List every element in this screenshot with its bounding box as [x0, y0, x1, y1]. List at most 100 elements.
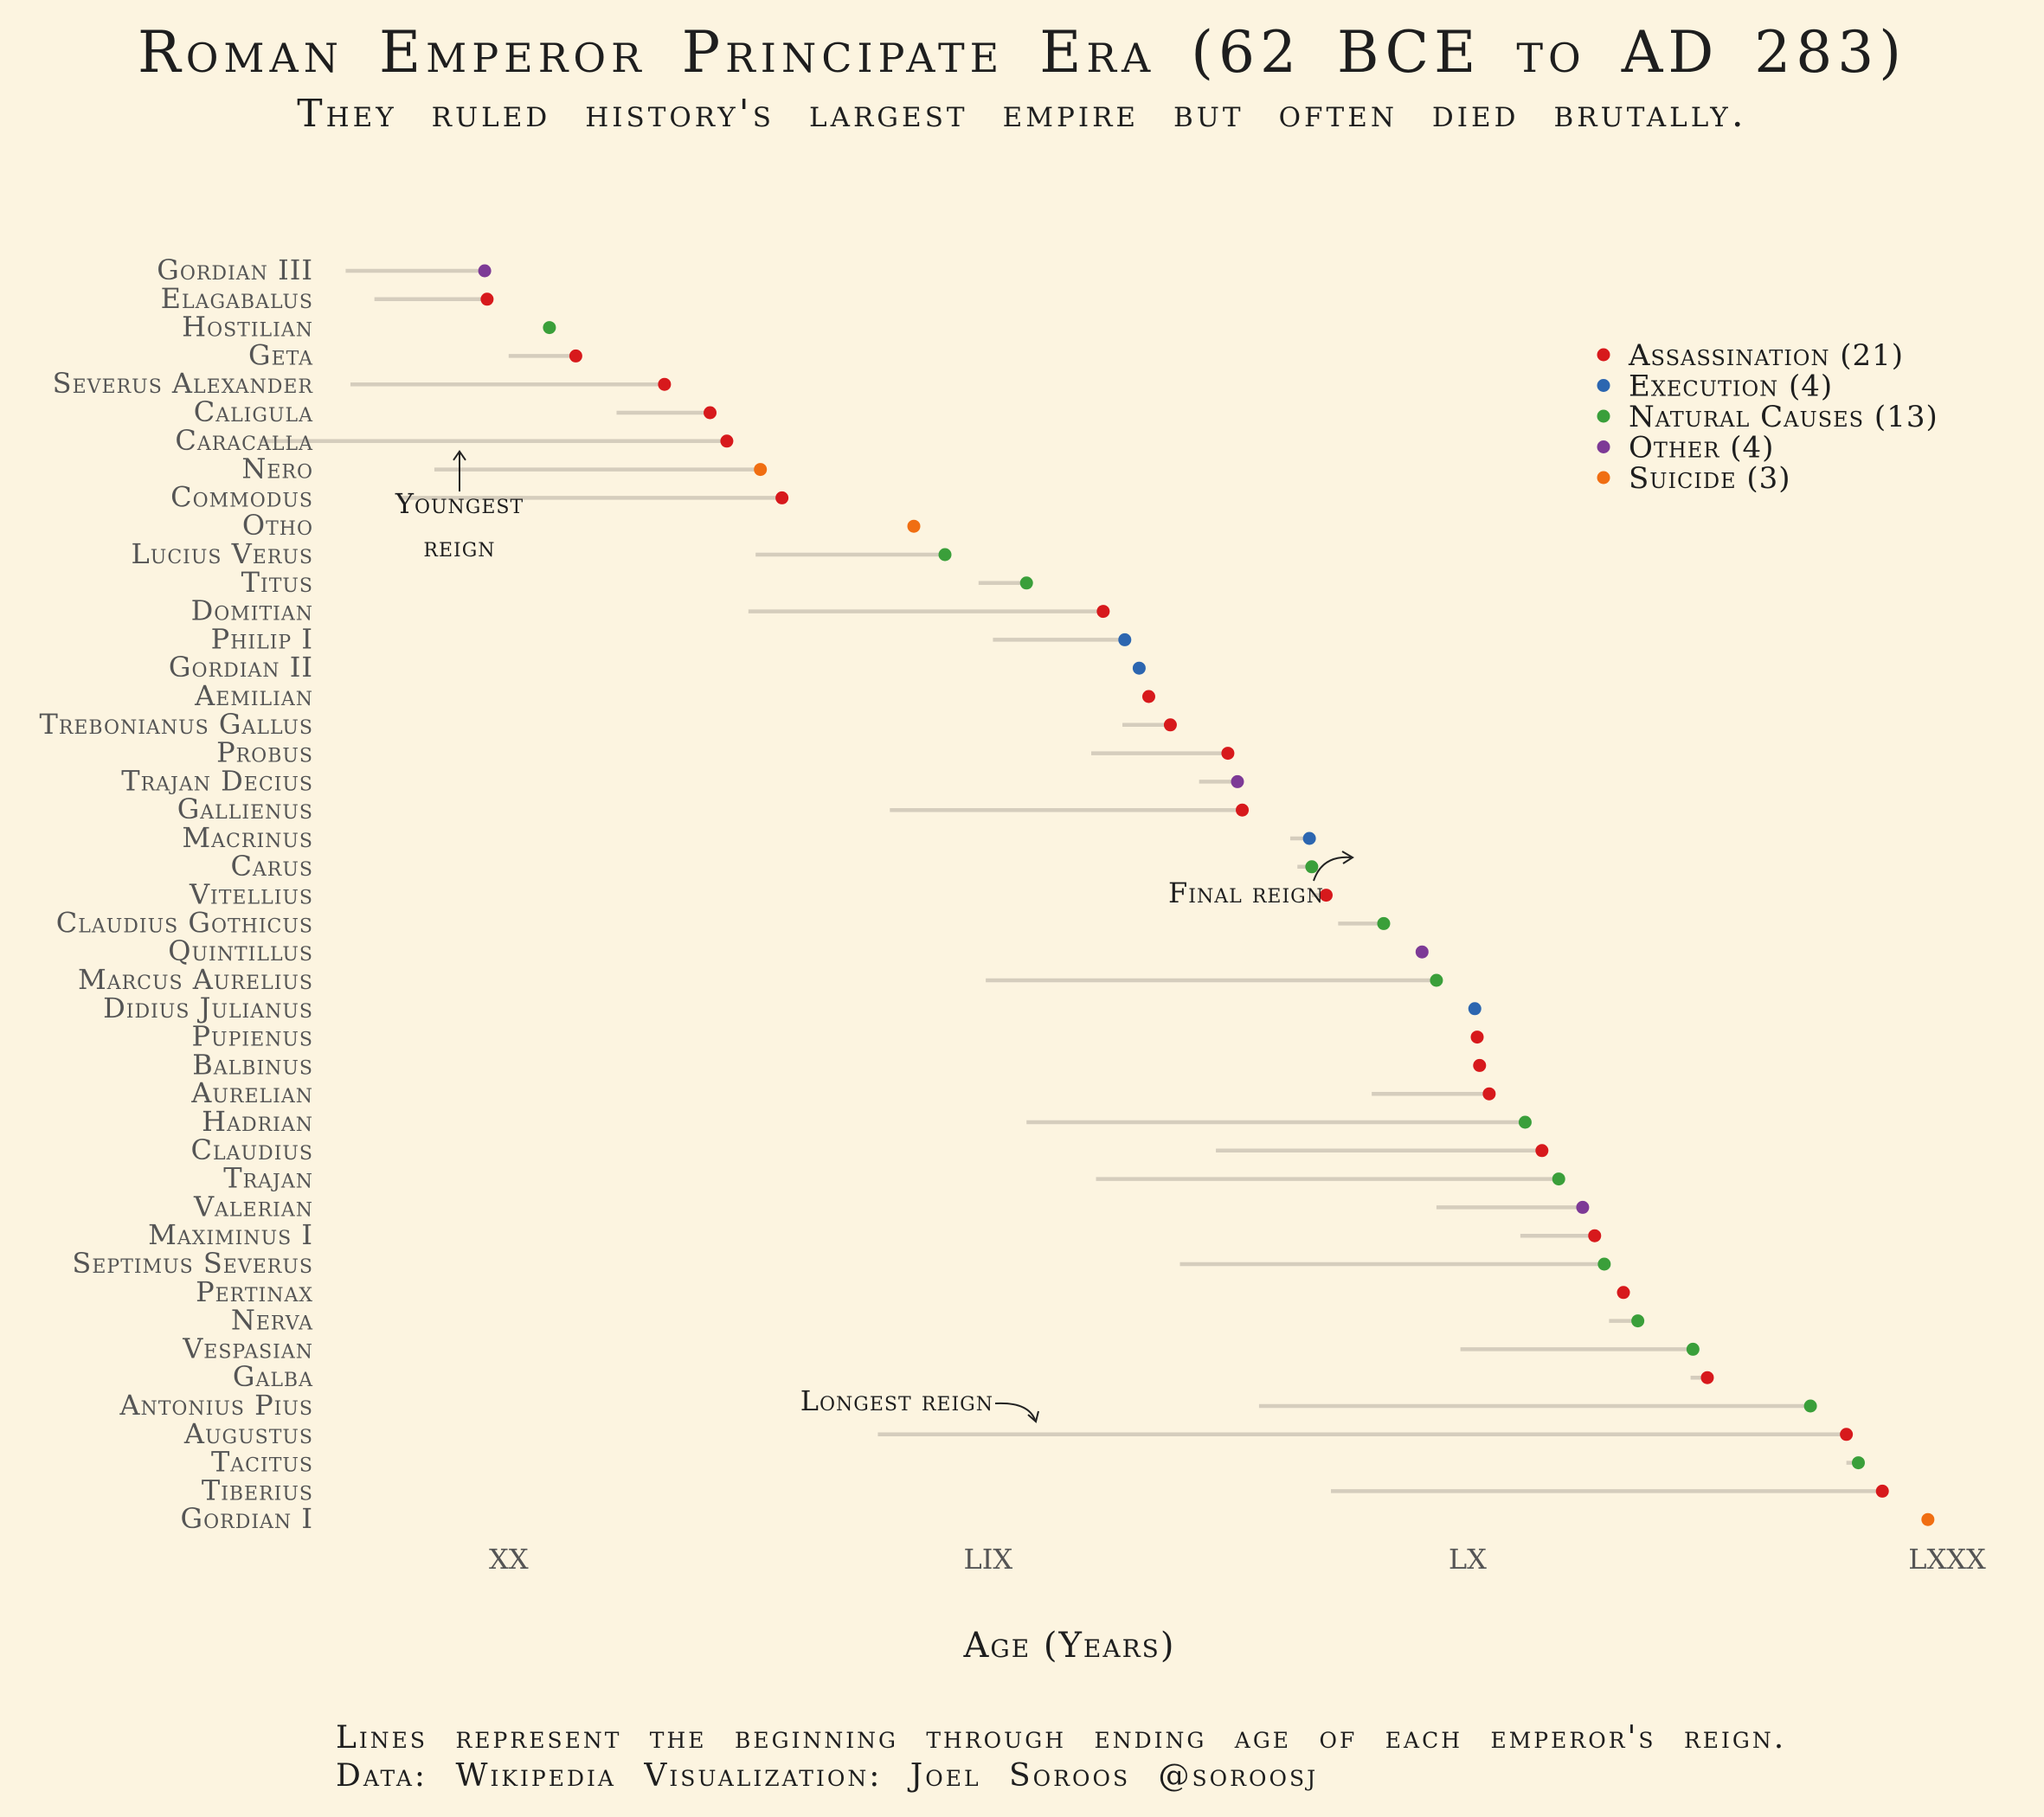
- end-dot-didius-julianus: [1468, 1002, 1482, 1016]
- emperor-label-galba: Galba: [233, 1360, 313, 1393]
- emperor-label-pertinax: Pertinax: [196, 1275, 313, 1308]
- emperor-label-gordian-ii: Gordian II: [169, 651, 313, 684]
- end-dot-aurelian: [1482, 1087, 1496, 1101]
- emperor-label-tacitus: Tacitus: [211, 1446, 313, 1479]
- end-dot-gordian-ii: [1132, 661, 1146, 675]
- end-dot-domitian: [1096, 605, 1110, 619]
- x-axis-label: Age (Years): [963, 1626, 1176, 1666]
- emperor-label-nerva: Nerva: [231, 1304, 313, 1337]
- end-dot-gordian-iii: [478, 264, 492, 278]
- end-dot-tiberius: [1875, 1484, 1889, 1498]
- end-dot-commodus: [775, 491, 789, 504]
- end-dot-caracalla: [720, 434, 734, 448]
- end-dot-pupienus: [1470, 1030, 1484, 1044]
- final-reign-arrowhead: [1341, 851, 1354, 864]
- end-dot-titus: [1019, 576, 1033, 590]
- annotation-final-reign: Final reign: [1168, 876, 1324, 909]
- caption-credits: Data: Wikipedia Visualization: Joel Soro…: [336, 1758, 1319, 1794]
- emperor-labels: Gordian IIIElagabalusHostilianGetaSeveru…: [39, 254, 314, 1535]
- annotation-youngest: Youngest: [395, 487, 524, 520]
- emperor-label-nero: Nero: [241, 453, 313, 485]
- emperor-label-severus-alexander: Severus Alexander: [53, 367, 314, 400]
- emperor-label-lucius-verus: Lucius Verus: [132, 537, 313, 570]
- end-dot-trebonianus-gallus: [1163, 718, 1177, 732]
- chart-subtitle: They ruled history's largest empire but …: [297, 92, 1747, 136]
- emperor-label-marcus-aurelius: Marcus Aurelius: [78, 963, 313, 996]
- emperor-label-gordian-iii: Gordian III: [157, 254, 313, 286]
- legend-swatch: [1597, 379, 1610, 392]
- legend-entry-label: Execution (4): [1629, 369, 1833, 404]
- end-dot-hostilian: [543, 321, 556, 335]
- end-dot-claudius-gothicus: [1377, 916, 1391, 930]
- end-dot-severus-alexander: [658, 377, 672, 391]
- emperor-label-geta: Geta: [248, 338, 313, 371]
- emperor-label-commodus: Commodus: [170, 480, 313, 513]
- emperor-label-antonius-pius: Antonius Pius: [119, 1389, 313, 1422]
- end-dot-carus: [1305, 860, 1319, 874]
- end-dot-caligula: [704, 406, 717, 420]
- end-dot-hadrian: [1518, 1115, 1532, 1129]
- end-dot-septimus-severus: [1597, 1257, 1611, 1271]
- caption-lines-note: Lines represent the beginning through en…: [336, 1720, 1787, 1756]
- emperor-label-trebonianus-gallus: Trebonianus Gallus: [39, 708, 313, 741]
- legend-entry-label: Assassination (21): [1628, 338, 1904, 373]
- longest-reign-arrowhead: [1027, 1410, 1039, 1423]
- chart-title: Roman Emperor Principate Era (62 BCE to …: [138, 19, 1906, 86]
- emperor-label-claudius-gothicus: Claudius Gothicus: [56, 906, 313, 939]
- end-dot-aemilian: [1141, 690, 1155, 703]
- emperor-label-claudius: Claudius: [191, 1133, 313, 1166]
- emperor-label-domitian: Domitian: [191, 594, 313, 627]
- end-dot-galba: [1700, 1371, 1714, 1384]
- end-dot-macrinus: [1302, 831, 1316, 845]
- end-dot-quintillus: [1415, 945, 1429, 959]
- emperor-label-probus: Probus: [216, 736, 313, 769]
- end-dot-trajan-decius: [1231, 774, 1244, 788]
- emperor-label-valerian: Valerian: [193, 1190, 313, 1223]
- emperor-label-septimus-severus: Septimus Severus: [72, 1247, 313, 1280]
- end-dot-marcus-aurelius: [1430, 973, 1443, 987]
- end-dot-gordian-i: [1921, 1512, 1935, 1526]
- end-dot-maximinus-i: [1588, 1229, 1602, 1242]
- x-tick-label: XX: [489, 1543, 529, 1576]
- emperor-label-quintillus: Quintillus: [168, 934, 313, 967]
- end-dot-geta: [569, 349, 582, 363]
- annotation-longest-reign: Longest reign: [800, 1384, 993, 1417]
- emperor-label-augustus: Augustus: [183, 1417, 313, 1450]
- emperor-label-tiberius: Tiberius: [202, 1474, 313, 1506]
- longest-reign-arrow: [994, 1402, 1036, 1421]
- final-reign-arrow: [1313, 856, 1353, 882]
- emperor-label-trajan: Trajan: [223, 1162, 313, 1195]
- legend: Assassination (21)Execution (4)Natural C…: [1597, 338, 1938, 496]
- legend-swatch: [1597, 348, 1610, 362]
- end-dot-balbinus: [1473, 1058, 1487, 1072]
- x-tick-label: LIX: [964, 1543, 1013, 1576]
- end-dot-philip-i: [1118, 632, 1132, 646]
- end-dot-trajan: [1552, 1172, 1565, 1186]
- emperor-label-balbinus: Balbinus: [192, 1048, 313, 1081]
- end-dot-tacitus: [1851, 1456, 1865, 1470]
- emperor-label-didius-julianus: Didius Julianus: [103, 992, 313, 1024]
- emperor-label-gallienus: Gallienus: [177, 793, 313, 825]
- legend-entry-label: Natural Causes (13): [1629, 400, 1938, 434]
- end-dot-elagabalus: [480, 292, 494, 306]
- end-dot-nerva: [1631, 1314, 1645, 1328]
- legend-swatch: [1597, 471, 1610, 485]
- emperor-label-trajan-decius: Trajan Decius: [121, 764, 313, 797]
- end-dot-gallienus: [1236, 803, 1250, 817]
- annotations: Youngest reign Final reign Longest reign: [395, 450, 1354, 1423]
- end-dot-valerian: [1576, 1200, 1590, 1214]
- emperor-label-macrinus: Macrinus: [182, 821, 313, 854]
- emperor-label-vitellius: Vitellius: [189, 878, 313, 911]
- emperor-label-aurelian: Aurelian: [190, 1076, 313, 1109]
- end-dot-otho: [907, 519, 921, 533]
- end-dot-lucius-verus: [938, 548, 952, 562]
- end-dot-probus: [1221, 747, 1235, 761]
- x-tick-label: LX: [1449, 1543, 1487, 1576]
- emperor-label-hadrian: Hadrian: [202, 1105, 313, 1138]
- emperor-label-hostilian: Hostilian: [182, 311, 313, 343]
- emperor-label-philip-i: Philip I: [211, 622, 313, 655]
- emperor-label-elagabalus: Elagabalus: [161, 282, 313, 315]
- emperor-label-caligula: Caligula: [194, 395, 313, 428]
